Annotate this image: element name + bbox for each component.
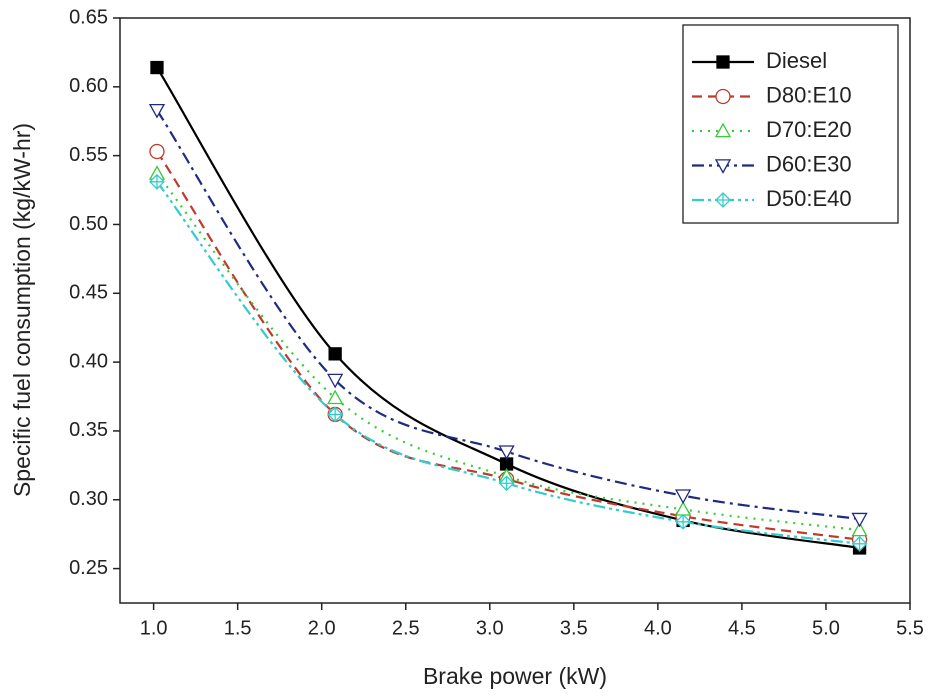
- marker: [714, 159, 732, 174]
- marker: [327, 373, 344, 389]
- x-tick-label: 1.5: [224, 617, 252, 639]
- x-tick-label: 4.0: [644, 617, 672, 639]
- marker: [714, 122, 732, 138]
- y-tick-label: 0.55: [69, 144, 108, 166]
- y-tick-label: 0.30: [69, 488, 108, 510]
- x-tick-label: 3.0: [476, 617, 504, 639]
- marker: [675, 513, 692, 530]
- y-tick-label: 0.25: [69, 557, 108, 579]
- series-line: [156, 181, 860, 545]
- y-axis-title: Specific fuel consumption (kg/kW-hr): [9, 123, 35, 497]
- x-tick-label: 4.5: [728, 617, 756, 639]
- marker: [149, 143, 165, 160]
- x-axis-title: Brake power (kW): [423, 663, 607, 689]
- marker: [498, 445, 515, 460]
- legend-label: Diesel: [766, 48, 827, 73]
- x-tick-label: 2.5: [392, 617, 420, 639]
- marker: [327, 406, 344, 423]
- marker: [851, 535, 868, 552]
- marker: [148, 103, 166, 119]
- marker: [715, 192, 731, 208]
- marker: [851, 521, 868, 537]
- y-tick-label: 0.65: [69, 6, 108, 28]
- legend-label: D80:E10: [766, 82, 852, 107]
- series-line: [156, 109, 860, 521]
- y-tick-label: 0.45: [69, 282, 108, 304]
- x-tick-label: 1.0: [140, 617, 168, 639]
- marker: [150, 60, 164, 75]
- x-tick-label: 5.5: [896, 617, 924, 639]
- marker: [328, 347, 342, 361]
- marker: [149, 173, 165, 190]
- y-tick-label: 0.60: [69, 75, 108, 97]
- marker: [716, 55, 730, 69]
- legend-label: D60:E30: [766, 151, 852, 176]
- legend-label: D50:E40: [766, 186, 852, 211]
- plot-frame: [119, 17, 911, 604]
- y-tick-label: 0.50: [69, 213, 108, 235]
- marker: [498, 475, 515, 492]
- legend-label: D70:E20: [766, 117, 852, 142]
- x-tick-label: 3.5: [560, 617, 588, 639]
- marker: [674, 489, 692, 504]
- y-tick-label: 0.40: [69, 350, 108, 372]
- marker: [327, 389, 344, 405]
- series-line: [156, 150, 860, 541]
- x-tick-label: 5.0: [812, 617, 840, 639]
- marker: [715, 88, 731, 105]
- marker: [851, 512, 868, 528]
- marker: [674, 501, 692, 516]
- x-tick-label: 2.0: [308, 617, 336, 639]
- y-tick-label: 0.35: [69, 419, 108, 441]
